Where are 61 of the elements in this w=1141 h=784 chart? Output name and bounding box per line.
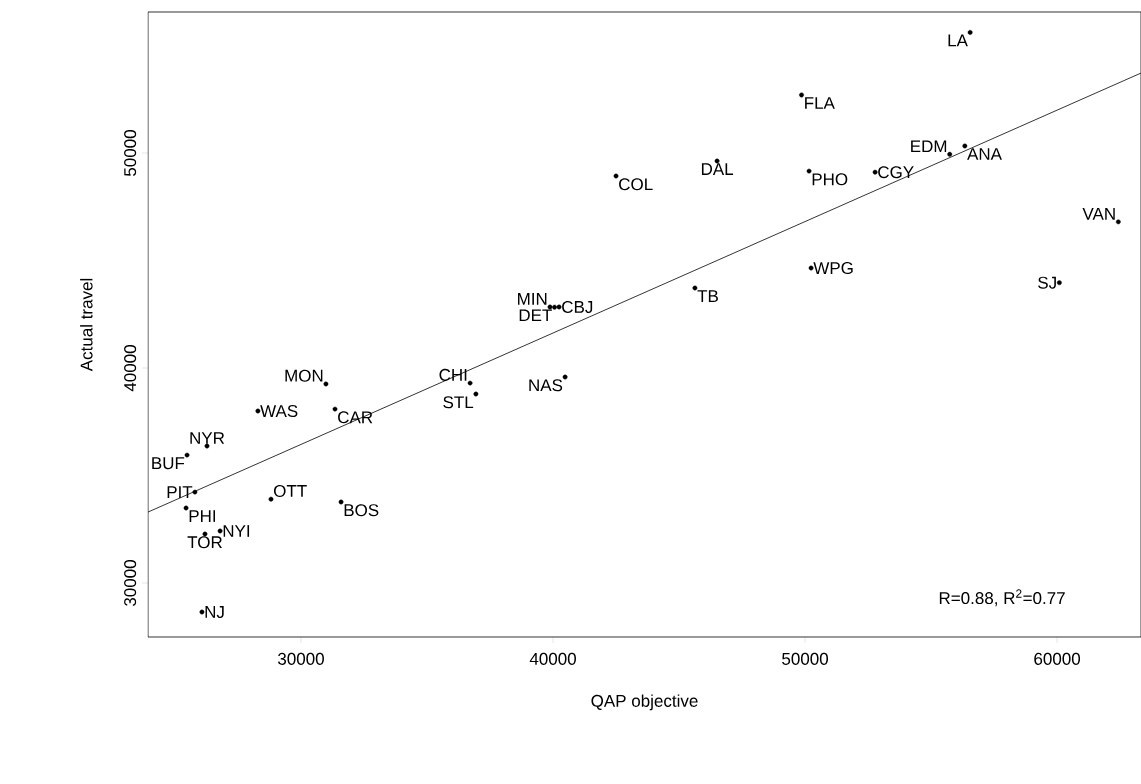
data-label: TOR xyxy=(187,536,222,549)
point xyxy=(184,452,190,458)
point xyxy=(613,173,619,179)
point xyxy=(467,380,473,386)
data-label: PHO xyxy=(812,173,848,186)
data-label: STL xyxy=(443,396,474,409)
data-label: OTT xyxy=(274,484,307,497)
data-label: PHI xyxy=(189,510,216,522)
x-tick-label: 30000 xyxy=(278,652,324,665)
x-axis-title: QAP objective xyxy=(591,694,698,711)
data-label: NAS xyxy=(529,379,563,392)
data-label: CGY xyxy=(878,166,914,179)
data-label: VAN xyxy=(1082,207,1115,220)
point xyxy=(473,391,479,397)
data-label: WPG xyxy=(813,262,853,275)
point xyxy=(556,304,562,310)
data-label: DET xyxy=(519,309,552,322)
data-label: DAL xyxy=(701,163,734,175)
data-label: FLA xyxy=(805,97,835,109)
point xyxy=(692,285,698,291)
x-tick-label: 40000 xyxy=(529,652,576,665)
y-axis-title: Actual travel xyxy=(80,278,93,372)
data-label: EDM xyxy=(911,140,947,153)
data-label: NJ xyxy=(205,606,224,618)
y-tick-label: 50000 xyxy=(124,130,137,176)
y-tick-label: 40000 xyxy=(124,345,137,392)
data-label: WAS xyxy=(260,405,298,418)
data-label: NYI xyxy=(223,525,250,537)
data-label: PIT xyxy=(167,486,193,498)
point xyxy=(1056,280,1062,286)
point xyxy=(183,505,189,511)
x-tick-label: 50000 xyxy=(782,652,829,665)
x-tick-label: 60000 xyxy=(1034,652,1081,665)
data-label: SJ xyxy=(1038,276,1056,289)
data-label: ANA xyxy=(967,148,1002,160)
point xyxy=(1115,219,1121,225)
point xyxy=(217,528,223,534)
point xyxy=(947,151,953,157)
point xyxy=(872,169,878,175)
point xyxy=(967,30,973,35)
data-label: TB xyxy=(697,290,718,302)
point xyxy=(799,92,804,98)
point xyxy=(338,499,344,505)
point xyxy=(562,374,568,380)
annotation: R=0.88, R$^{2}$=0.77 xyxy=(939,589,1065,607)
point xyxy=(323,381,329,387)
point xyxy=(268,496,274,502)
data-label: LA xyxy=(948,34,968,47)
y-tick-label: 30000 xyxy=(124,560,137,607)
point xyxy=(962,143,968,149)
data-label: MIN xyxy=(518,293,547,305)
data-label: MON xyxy=(285,369,323,382)
data-label: NYR xyxy=(190,432,225,444)
data-label: BUF xyxy=(152,457,185,470)
point xyxy=(332,406,338,412)
point xyxy=(199,609,205,615)
data-label: COL xyxy=(619,178,653,191)
point xyxy=(552,304,557,310)
point xyxy=(806,168,812,174)
data-label: BOS xyxy=(344,504,379,517)
data-label: CBJ xyxy=(562,300,593,313)
